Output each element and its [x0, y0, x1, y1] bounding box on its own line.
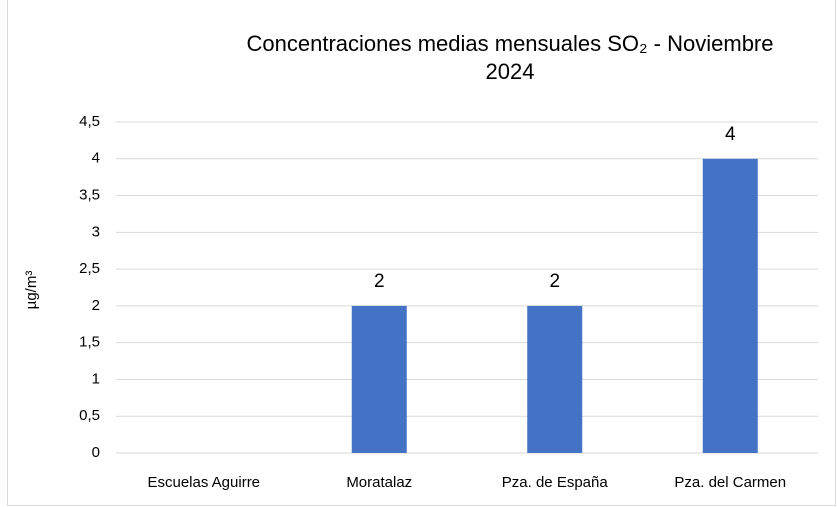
y-tick-label: 2,5 — [79, 260, 100, 277]
y-axis-label: µg/m³ — [23, 271, 40, 310]
y-tick-label: 1 — [92, 370, 100, 387]
chart-title: Concentraciones medias mensuales SO₂ - N… — [246, 31, 774, 84]
y-tick-label: 3,5 — [79, 187, 100, 204]
y-tick-label: 2 — [92, 297, 100, 314]
bar — [702, 158, 758, 453]
data-label: 2 — [549, 271, 560, 292]
y-tick-label: 4 — [92, 150, 100, 167]
bar — [351, 305, 407, 453]
y-tick-label: 0,5 — [79, 407, 100, 424]
y-tick-label: 0 — [92, 444, 100, 461]
x-tick-label: Pza. del Carmen — [674, 474, 786, 491]
y-tick-label: 1,5 — [79, 334, 100, 351]
x-tick-label: Pza. de España — [502, 474, 609, 491]
data-label: 2 — [374, 271, 385, 292]
y-tick-label: 3 — [92, 223, 100, 240]
x-tick-label: Escuelas Aguirre — [147, 474, 260, 491]
x-tick-label: Moratalaz — [346, 474, 412, 491]
y-tick-label: 4,5 — [79, 113, 100, 130]
data-label: 4 — [725, 124, 736, 145]
chart-frame — [7, 0, 836, 506]
bar — [527, 305, 583, 453]
